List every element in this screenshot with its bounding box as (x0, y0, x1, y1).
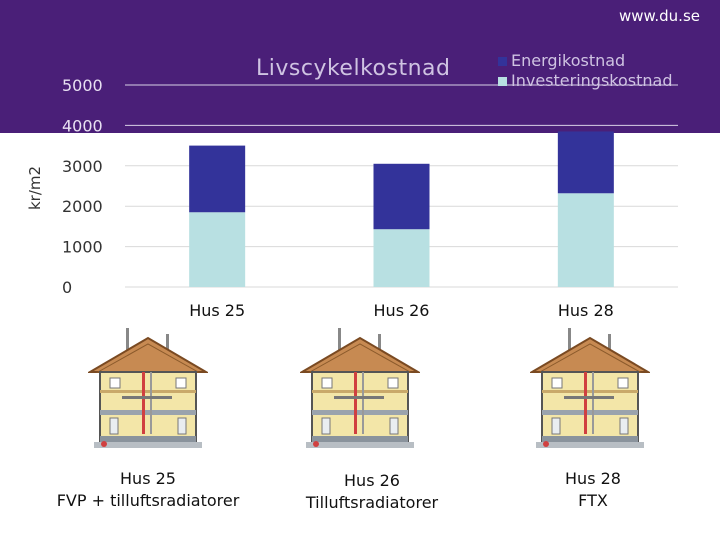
bar-energikostnad-hus-28 (557, 131, 614, 194)
legend-item-energikostnad: Energikostnad (498, 51, 672, 71)
chart-legend: Energikostnad Investeringskostnad (498, 51, 672, 91)
bar-investeringskostnad-hus-26 (373, 229, 430, 287)
x-tick-label: Hus 28 (558, 301, 614, 320)
house-cross-section-icon (298, 326, 422, 460)
bar-energikostnad-hus-26 (373, 163, 430, 230)
y-tick-label: 4000 (62, 116, 103, 135)
bar-investeringskostnad-hus-28 (557, 193, 614, 287)
caption-line-1: Hus 26 (344, 471, 400, 490)
x-tick-label: Hus 25 (189, 301, 245, 320)
chart-title: Livscykelkostnad (256, 56, 451, 81)
caption-line-1: Hus 25 (120, 469, 176, 488)
legend-label: Energikostnad (511, 51, 626, 70)
legend-label: Investeringskostnad (511, 71, 673, 90)
legend-item-investeringskostnad: Investeringskostnad (498, 71, 672, 91)
house-caption-hus-28: Hus 28 FTX (473, 468, 713, 512)
house-cross-section-icon (528, 326, 652, 460)
y-axis-label: kr/m2 (26, 165, 44, 210)
site-url: www.du.se (618, 7, 700, 25)
bar-energikostnad-hus-25 (189, 145, 246, 213)
y-tick-label: 3000 (62, 157, 103, 176)
stacked-bar-chart: 0 1000 2000 3000 4000 5000 Hus 25 Hus 26 Hus 28 (62, 76, 678, 320)
house-caption-hus-25: Hus 25 FVP + tilluftsradiatorer (28, 468, 268, 512)
caption-line-1: Hus 28 (565, 469, 621, 488)
house-cross-section-icon (86, 326, 210, 460)
x-tick-label: Hus 26 (374, 301, 430, 320)
y-tick-label: 2000 (62, 197, 103, 216)
legend-swatch-energikostnad (498, 56, 507, 66)
y-tick-label: 0 (62, 278, 72, 297)
caption-line-2: FTX (578, 491, 608, 510)
bar-investeringskostnad-hus-25 (189, 212, 246, 287)
caption-line-2: Tilluftsradiatorer (305, 493, 439, 512)
y-tick-label: 1000 (62, 238, 103, 257)
legend-swatch-investeringskostnad (498, 76, 507, 86)
house-caption-hus-26: Hus 26 Tilluftsradiatorer (252, 470, 492, 514)
y-tick-label: 5000 (62, 76, 103, 95)
caption-line-2: FVP + tilluftsradiatorer (56, 491, 240, 510)
header-banner (0, 0, 720, 133)
